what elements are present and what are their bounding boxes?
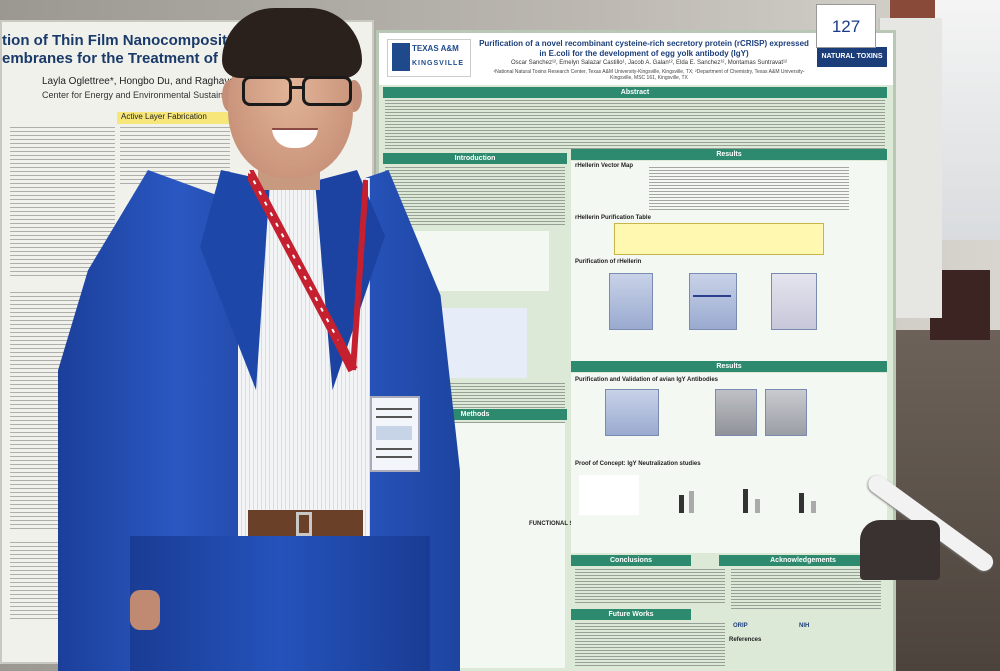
poster-number: 127 <box>831 17 861 36</box>
belt-buckle <box>296 512 312 536</box>
name-badge <box>370 396 420 472</box>
future-works-text <box>575 623 725 667</box>
section-introduction: Introduction <box>383 153 567 164</box>
chart-bar <box>811 501 816 513</box>
chart-bar <box>689 491 694 513</box>
section-methods: Methods <box>383 409 567 420</box>
section-future-works: Future Works <box>571 609 691 620</box>
functional-studies-label: FUNCTIONAL STUDIES <box>529 521 596 527</box>
poster-authors: Oscar Sanchez¹², Emelyn Salazar Castillo… <box>510 60 788 66</box>
section-results-2: Results <box>571 361 887 372</box>
line-plot-panel <box>579 475 639 515</box>
orip-logo: ORIP <box>733 623 748 629</box>
conclusions-text <box>575 569 725 605</box>
hand <box>130 590 160 630</box>
acknowledgements-text <box>731 569 881 609</box>
section-conclusions: Conclusions <box>571 555 691 566</box>
igy-blot-b <box>715 389 757 436</box>
igy-validation-heading: Purification and Validation of avian IgY… <box>575 377 719 383</box>
gel-band <box>693 295 731 297</box>
chart-bar <box>743 489 748 513</box>
left-poster-text-block <box>10 127 115 277</box>
abstract-text <box>385 100 885 150</box>
smile <box>272 128 318 148</box>
logo-line2: KINGSVILLE <box>412 60 465 67</box>
pants <box>130 536 430 671</box>
left-poster-authors: Layla Oglettree*, Hongbo Du, and Raghava… <box>42 76 297 87</box>
glasses-icon <box>240 76 358 110</box>
introduction-text <box>385 167 565 227</box>
section-results-1: Results <box>571 149 887 160</box>
chart-bar <box>799 493 804 513</box>
references-heading: References <box>729 637 762 643</box>
backpack <box>860 520 940 580</box>
nih-logo: NIH <box>799 623 810 629</box>
igy-blot-c <box>765 389 807 436</box>
hair <box>222 8 362 78</box>
purification-table-heading: rHellerin Purification Table <box>575 215 651 221</box>
section-acknowledgements: Acknowledgements <box>719 555 887 566</box>
left-poster-affiliation: Center for Energy and Environmental Sust… <box>42 90 358 100</box>
lanyard <box>248 170 368 373</box>
tamuk-shield-icon <box>392 43 410 71</box>
main-poster: TEXAS A&M KINGSVILLE Purification of a n… <box>376 30 896 671</box>
poster-number-card: 127 <box>816 4 876 48</box>
vector-map-heading: rHellerin Vector Map <box>575 163 634 169</box>
logo-line1: TEXAS A&M <box>412 44 459 53</box>
igy-gel-a <box>605 389 659 436</box>
tamuk-logo: TEXAS A&M KINGSVILLE <box>387 39 471 77</box>
gel-image-b <box>689 273 737 330</box>
purification-heading: Purification of rHellerin <box>575 259 642 265</box>
left-poster-box-label: Active Layer Fabrication <box>117 112 251 124</box>
gel-image-a <box>609 273 653 330</box>
natural-toxins-logo: NATURAL TOXINS <box>817 47 887 67</box>
section-abstract: Abstract <box>383 87 887 98</box>
proof-concept-heading: Proof of Concept: IgY Neutralization stu… <box>575 461 701 467</box>
poster-title: Purification of a novel recombinant cyst… <box>479 39 809 58</box>
chart-bar <box>755 499 760 513</box>
vector-map-sequence <box>649 167 849 211</box>
chart-bar <box>679 495 684 513</box>
left-poster-title: tion of Thin Film Nanocomposite Forward … <box>2 32 317 67</box>
gel-image-c <box>771 273 817 330</box>
poster-header: TEXAS A&M KINGSVILLE Purification of a n… <box>379 33 893 85</box>
poster-affiliation: ¹National Natural Toxins Research Center… <box>493 69 805 81</box>
left-poster-text-block <box>120 127 230 187</box>
purification-table <box>614 223 824 255</box>
